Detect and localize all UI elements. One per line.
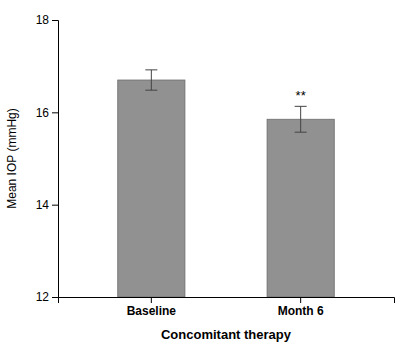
y-tick-mark <box>52 205 58 206</box>
bars <box>118 70 335 297</box>
y-tick-label: 16 <box>36 106 50 120</box>
bar <box>118 80 185 297</box>
x-tick-label: Baseline <box>127 304 177 318</box>
x-axis-line <box>59 298 395 304</box>
y-axis-line <box>52 21 59 298</box>
x-axis: Baseline Month 6 <box>59 297 395 318</box>
y-tick: 16 <box>36 106 58 120</box>
annotation: ** <box>296 88 306 103</box>
y-tick: 14 <box>36 198 58 212</box>
x-axis-title: Concomitant therapy <box>161 327 292 342</box>
x-tick-mark <box>300 297 301 303</box>
error-bar <box>145 70 157 90</box>
x-tick: Month 6 <box>278 297 324 318</box>
y-tick-label: 12 <box>36 290 50 304</box>
y-tick-mark <box>52 112 58 113</box>
y-tick-mark <box>52 297 58 298</box>
chart: Baseline Month 6 12 14 16 18 ** Concomitant the… <box>0 0 409 349</box>
y-tick-label: 18 <box>36 13 50 27</box>
y-tick-mark <box>52 20 58 21</box>
plot: Baseline Month 6 12 14 16 18 ** <box>36 13 395 317</box>
y-tick: 18 <box>36 13 58 27</box>
x-tick: Baseline <box>127 297 177 318</box>
y-axis-title: Mean IOP (mmHg) <box>5 108 19 208</box>
error-bar <box>295 106 307 132</box>
x-tick-label: Month 6 <box>278 304 324 318</box>
y-axis: 12 14 16 18 <box>36 13 59 304</box>
y-tick-label: 14 <box>36 198 50 212</box>
y-tick: 12 <box>36 290 58 304</box>
x-tick-mark <box>151 297 152 303</box>
bar <box>267 119 334 297</box>
